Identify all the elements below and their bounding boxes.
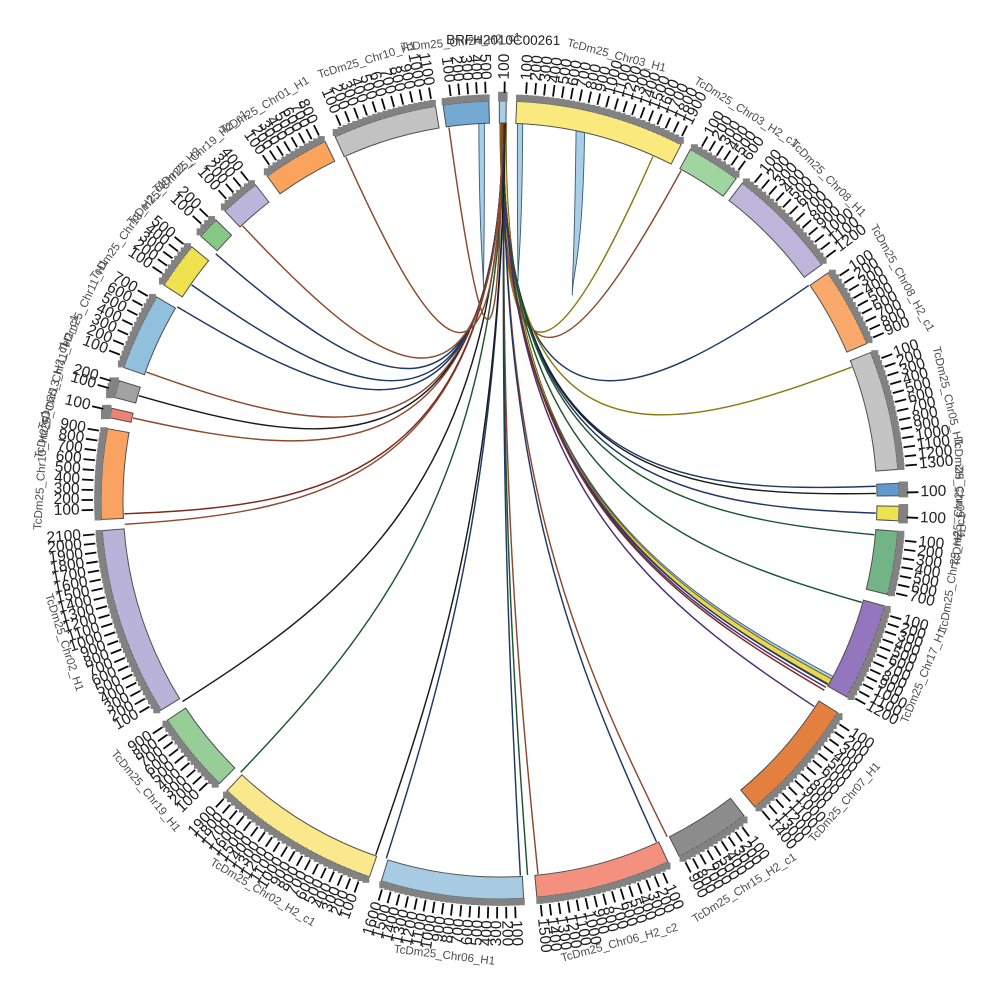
svg-text:1200: 1200 — [562, 913, 585, 950]
svg-text:700: 700 — [449, 917, 468, 945]
svg-text:800: 800 — [439, 916, 459, 944]
svg-text:1700: 1700 — [50, 564, 87, 587]
svg-text:700: 700 — [574, 60, 596, 89]
svg-text:100: 100 — [918, 533, 946, 553]
svg-text:900: 900 — [590, 907, 613, 936]
svg-text:1100: 1100 — [916, 432, 952, 453]
svg-text:100: 100 — [920, 509, 947, 527]
svg-text:300: 300 — [457, 54, 476, 81]
svg-text:700: 700 — [376, 67, 399, 97]
svg-text:1500: 1500 — [534, 917, 554, 953]
svg-text:100: 100 — [69, 369, 99, 393]
svg-text:700: 700 — [56, 437, 84, 457]
svg-text:1100: 1100 — [408, 911, 431, 947]
svg-text:700: 700 — [608, 902, 632, 932]
svg-text:800: 800 — [583, 62, 605, 91]
svg-text:400: 400 — [54, 469, 81, 487]
svg-text:2000: 2000 — [47, 536, 83, 557]
svg-text:300: 300 — [915, 552, 943, 573]
svg-text:100: 100 — [901, 611, 931, 635]
svg-text:900: 900 — [396, 62, 418, 91]
svg-text:900: 900 — [592, 64, 615, 94]
svg-text:400: 400 — [546, 56, 566, 84]
svg-text:600: 600 — [910, 579, 939, 601]
svg-text:400: 400 — [466, 54, 484, 81]
svg-text:200: 200 — [916, 542, 944, 562]
svg-text:500: 500 — [555, 57, 576, 86]
svg-text:900: 900 — [59, 415, 88, 436]
svg-text:TcDm25_Chr09_H1: TcDm25_Chr09_H1 — [951, 437, 967, 539]
svg-text:900: 900 — [429, 915, 449, 943]
svg-text:1000: 1000 — [418, 913, 440, 950]
svg-text:600: 600 — [564, 59, 585, 88]
svg-text:500: 500 — [476, 54, 494, 81]
svg-text:1600: 1600 — [52, 573, 90, 596]
svg-text:500: 500 — [912, 570, 941, 592]
svg-text:1200: 1200 — [917, 442, 953, 463]
svg-text:1800: 1800 — [49, 555, 86, 577]
svg-text:1300: 1300 — [918, 453, 954, 473]
svg-text:800: 800 — [599, 905, 622, 935]
svg-text:700: 700 — [908, 394, 937, 416]
svg-text:100: 100 — [920, 483, 947, 500]
svg-text:200: 200 — [498, 920, 515, 946]
svg-text:1900: 1900 — [48, 545, 85, 566]
svg-text:500: 500 — [468, 919, 486, 946]
svg-text:1100: 1100 — [415, 51, 437, 87]
svg-text:400: 400 — [478, 920, 496, 947]
svg-text:1400: 1400 — [543, 916, 564, 953]
svg-text:200: 200 — [527, 54, 546, 82]
svg-text:100: 100 — [54, 501, 81, 519]
svg-text:200: 200 — [71, 361, 101, 385]
svg-text:700: 700 — [907, 588, 936, 611]
svg-text:2100: 2100 — [46, 527, 82, 547]
svg-text:100: 100 — [496, 53, 513, 79]
svg-text:1200: 1200 — [398, 909, 422, 947]
svg-text:100: 100 — [518, 54, 537, 81]
svg-text:BRFH2010C00261: BRFH2010C00261 — [446, 32, 560, 48]
svg-text:300: 300 — [537, 55, 557, 83]
svg-text:800: 800 — [57, 426, 85, 447]
svg-text:400: 400 — [901, 364, 931, 388]
svg-text:600: 600 — [55, 448, 83, 467]
svg-text:1000: 1000 — [404, 52, 427, 89]
svg-text:100: 100 — [438, 56, 458, 84]
svg-text:900: 900 — [913, 413, 942, 434]
svg-text:600: 600 — [458, 918, 477, 945]
svg-text:800: 800 — [386, 64, 409, 94]
svg-text:600: 600 — [906, 384, 936, 407]
svg-text:1300: 1300 — [553, 915, 575, 952]
svg-text:100: 100 — [63, 391, 92, 413]
svg-text:300: 300 — [54, 480, 81, 498]
svg-text:500: 500 — [903, 374, 933, 397]
svg-text:400: 400 — [913, 561, 942, 582]
svg-text:100: 100 — [508, 920, 526, 947]
svg-text:800: 800 — [911, 403, 940, 425]
svg-text:300: 300 — [488, 920, 505, 946]
svg-text:500: 500 — [54, 458, 81, 477]
svg-text:600: 600 — [366, 69, 390, 99]
svg-text:200: 200 — [54, 491, 80, 508]
svg-text:TcDm25_Chr25_H2: TcDm25_Chr25_H2 — [950, 464, 966, 566]
svg-text:200: 200 — [447, 55, 467, 83]
svg-text:1000: 1000 — [580, 909, 604, 947]
svg-text:1000: 1000 — [914, 422, 951, 444]
svg-text:1100: 1100 — [571, 911, 594, 947]
